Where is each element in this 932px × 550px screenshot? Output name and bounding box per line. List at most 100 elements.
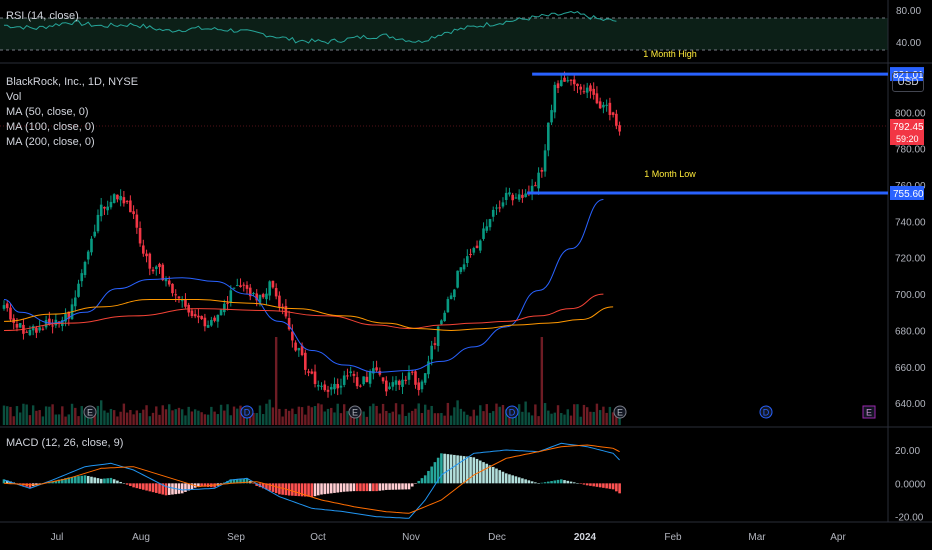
candle-body: [443, 312, 446, 322]
macd-histogram-bar: [5, 480, 9, 484]
macd-histogram-bar: [138, 483, 142, 489]
candle-body: [475, 245, 479, 249]
volume-bar: [602, 406, 605, 425]
candle-body: [291, 331, 294, 341]
candle-body: [177, 296, 181, 299]
volume-bar: [297, 406, 301, 425]
candle-body: [375, 367, 378, 371]
macd-histogram-bar: [530, 481, 534, 484]
candle-body: [423, 373, 427, 383]
candle-body: [25, 331, 28, 333]
volume-bar: [103, 410, 106, 425]
macd-histogram-bar: [527, 480, 531, 484]
volume-bar: [547, 410, 550, 425]
legend-ma200[interactable]: MA (200, close, 0): [6, 136, 95, 148]
candle-body: [605, 104, 608, 106]
candle-body: [521, 194, 524, 198]
candle-body: [381, 377, 385, 382]
macd-histogram-bar: [116, 480, 119, 484]
candle-body: [219, 309, 223, 316]
candle-body: [592, 88, 595, 95]
macd-histogram-bar: [618, 483, 621, 494]
legend-ma100[interactable]: MA (100, close, 0): [6, 121, 95, 133]
macd-histogram-bar: [190, 483, 194, 490]
candle-body: [226, 302, 229, 304]
price-tick-label: 740.00: [895, 217, 926, 228]
time-axis-label: Sep: [227, 532, 245, 543]
candle-body: [410, 371, 414, 373]
macd-histogram-bar: [86, 476, 90, 484]
volume-bar: [304, 414, 307, 425]
rsi-title[interactable]: RSI (14, close): [6, 10, 79, 22]
macd-histogram-bar: [274, 483, 278, 494]
rsi-pane: 80.00 40.00: [0, 6, 921, 51]
macd-histogram-bar: [563, 480, 566, 484]
macd-histogram-bar: [219, 483, 223, 485]
candle-body: [148, 253, 152, 269]
volume-bar: [326, 408, 330, 425]
volume-bar: [368, 406, 372, 425]
macd-histogram-bar: [537, 483, 540, 484]
volume-bar: [164, 409, 168, 425]
candle-body: [589, 85, 592, 92]
earnings-badge: [348, 405, 362, 419]
earnings-badge-label: E: [617, 408, 623, 418]
candle-body: [135, 214, 139, 228]
candle-body: [553, 84, 557, 113]
macd-histogram-bar: [469, 456, 472, 484]
candle-body: [64, 313, 67, 322]
macd-histogram-bar: [2, 479, 6, 484]
volume-bar: [77, 416, 80, 425]
month-high-label: 1 Month High: [643, 49, 697, 59]
candle-body: [407, 372, 411, 380]
candle-body: [142, 245, 145, 254]
candle-body: [242, 284, 246, 286]
signal-line: [3, 444, 620, 514]
macd-histogram-bar: [423, 475, 427, 484]
macd-histogram-bar: [57, 479, 61, 484]
macd-histogram-bar: [472, 457, 476, 484]
candle-body: [547, 122, 550, 151]
volume-bar: [35, 410, 38, 425]
volume-bar: [430, 405, 433, 425]
volume-bar: [109, 408, 113, 425]
volume-bar: [294, 414, 297, 425]
candle-body: [125, 201, 129, 203]
macd-histogram-bar: [154, 483, 158, 493]
symbol-title[interactable]: BlackRock, Inc., 1D, NYSE: [6, 76, 139, 88]
currency-button[interactable]: USD: [892, 72, 924, 92]
volume-bar: [265, 403, 268, 425]
candle-body: [161, 264, 165, 281]
macd-histogram-bar: [534, 482, 537, 484]
candle-body: [362, 376, 365, 385]
volume-bar: [181, 409, 184, 425]
macd-histogram-bar: [475, 458, 479, 484]
volume-bar: [310, 407, 313, 425]
legend-vol[interactable]: Vol: [6, 91, 22, 103]
macd-histogram-bar: [556, 479, 560, 484]
volume-bar: [469, 416, 472, 425]
volume-bar: [148, 416, 151, 425]
volume-bar: [284, 408, 288, 425]
macd-histogram-bar: [436, 457, 440, 484]
volume-bar: [336, 403, 339, 425]
macd-histogram-bar: [151, 483, 155, 493]
candle-body: [326, 389, 330, 392]
macd-title[interactable]: MACD (12, 26, close, 9): [6, 437, 124, 449]
candle-body: [514, 197, 518, 199]
volume-bar: [521, 411, 524, 425]
legend-ma50[interactable]: MA (50, close, 0): [6, 106, 89, 118]
macd-histogram-bar: [329, 483, 333, 494]
volume-bar: [22, 403, 25, 425]
volume-bar: [161, 405, 164, 425]
candle-body: [297, 347, 301, 351]
candle-body: [223, 303, 226, 313]
macd-histogram-bar: [229, 479, 233, 484]
countdown-label: 59:20: [896, 134, 919, 144]
volume-bar: [385, 410, 388, 425]
volume-bar: [433, 413, 437, 425]
volume-bar: [80, 406, 83, 425]
candle-body: [508, 192, 511, 195]
candle-body: [2, 305, 6, 309]
candle-body: [99, 204, 103, 217]
